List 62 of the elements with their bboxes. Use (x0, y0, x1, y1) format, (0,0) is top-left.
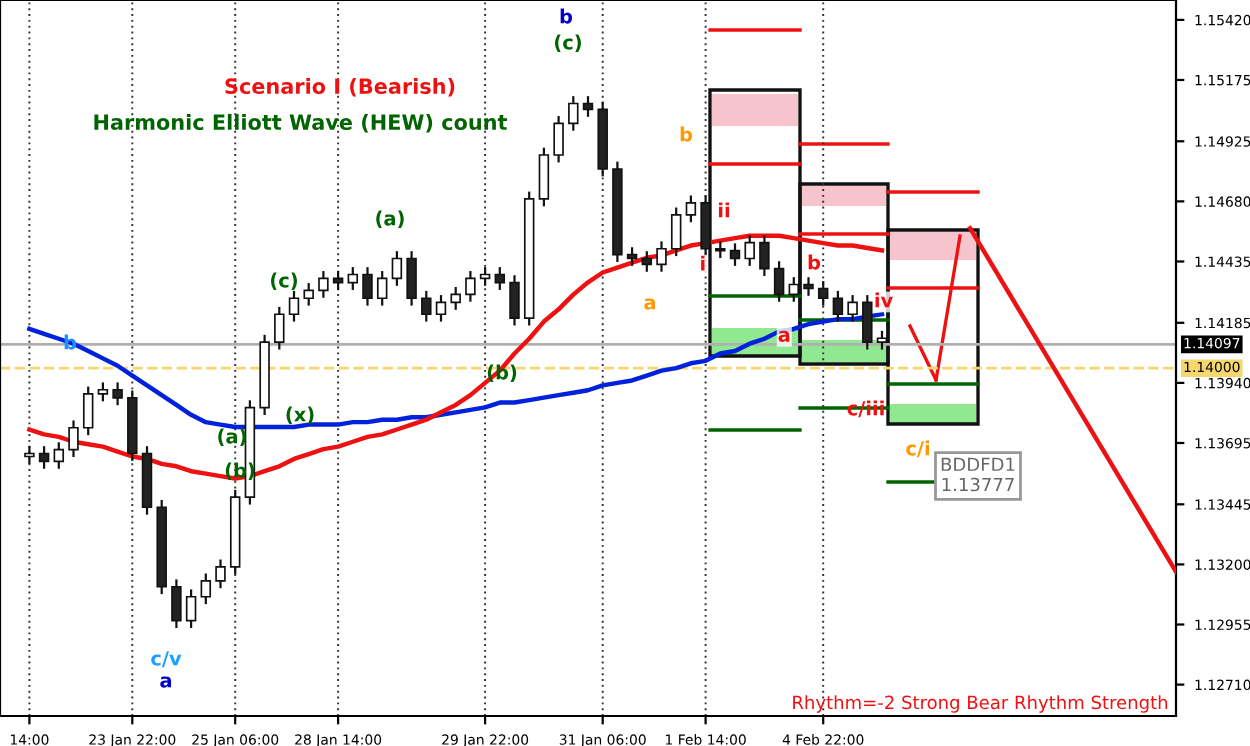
candlestick (553, 114, 564, 164)
annotation: b (680, 126, 693, 142)
annotation: b (808, 254, 821, 270)
annotation: a (778, 330, 790, 342)
candlestick (538, 146, 550, 208)
annotation: (a) (376, 210, 404, 228)
text: Harmonic Elliott Wave (HEW) count (94, 113, 508, 133)
candlestick (68, 419, 79, 459)
candlestick (274, 305, 285, 351)
candlestick (185, 588, 197, 630)
candlestick (97, 381, 109, 403)
candlestick (318, 269, 329, 299)
candlestick (53, 441, 65, 470)
candlestick (744, 234, 755, 267)
candlestick (509, 274, 520, 327)
candlestick (450, 285, 461, 311)
annotation: c/v (151, 651, 182, 668)
annotation: (x) (286, 406, 314, 424)
annotation: iv (875, 292, 893, 308)
candlestick (112, 381, 123, 407)
candlestick (862, 293, 873, 351)
candlestick (288, 289, 300, 323)
annotation: i (701, 255, 705, 271)
candlestick (568, 95, 579, 132)
candlestick (347, 266, 359, 292)
candlestick (406, 250, 417, 307)
annotation: c/i (906, 440, 930, 458)
candlestick (435, 293, 447, 323)
annotation: Rhythm=-2 Strong Bear Rhythm Strength (793, 695, 1168, 713)
candlestick (421, 289, 432, 323)
candlestick (303, 281, 314, 307)
candlestick (376, 269, 388, 307)
candlestick (582, 95, 594, 118)
candlestick (465, 269, 476, 303)
candlestick (215, 558, 226, 590)
candlestick (82, 385, 94, 437)
candlestick (832, 289, 844, 323)
candlestick (759, 234, 770, 278)
candlestick (817, 279, 829, 307)
candlestick (171, 578, 182, 630)
annotation: (c) (271, 272, 297, 290)
annotation: b (560, 8, 573, 24)
candlestick (24, 445, 35, 465)
annotation: a (160, 676, 172, 688)
candlestick (362, 266, 373, 307)
annotation: ii (718, 202, 730, 218)
annotation: (c) (555, 34, 581, 52)
text: Scenario I (Bearish) (225, 77, 455, 97)
candlestick (847, 293, 858, 323)
candlestick (670, 206, 682, 258)
candlestick (685, 194, 697, 224)
annotation: a (644, 298, 656, 310)
candlestick (391, 250, 403, 287)
candlestick (656, 240, 667, 273)
candlestick (641, 250, 653, 273)
candlestick (200, 572, 212, 606)
candlestick (773, 260, 785, 303)
annotation: BDDFD1 1.13777 (941, 457, 1015, 492)
candlestick (494, 266, 506, 292)
candlestick (803, 276, 814, 297)
candlestick (729, 242, 741, 267)
candlestick (38, 445, 50, 470)
